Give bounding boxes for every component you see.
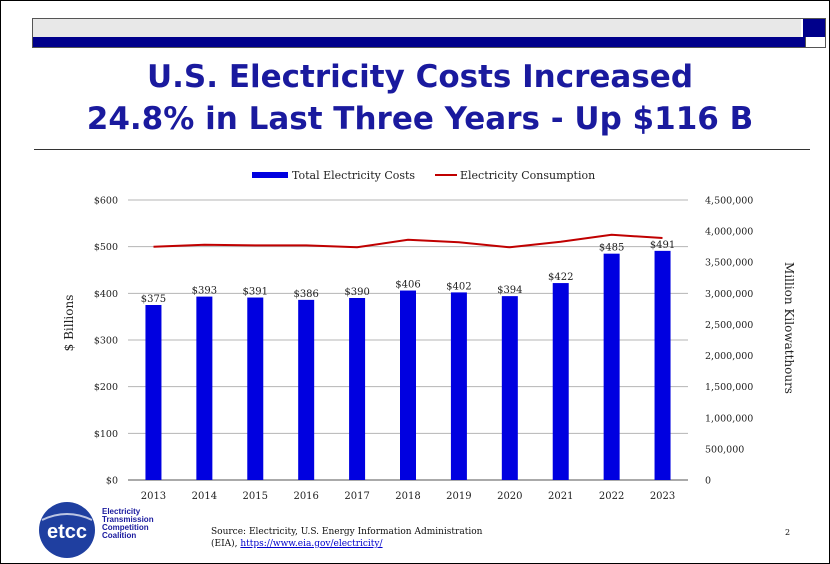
cost-bar-label: $402 — [446, 281, 471, 292]
x-tick-label: 2016 — [293, 491, 318, 500]
right-tick-label: 0 — [705, 476, 711, 487]
x-tick-label: 2019 — [446, 491, 471, 500]
left-tick-label: $0 — [106, 476, 118, 487]
cost-bar-label: $393 — [192, 286, 217, 297]
logo-word: Coalition — [102, 531, 137, 540]
logo-text: etcc — [47, 521, 87, 543]
legend-label-consumption: Electricity Consumption — [460, 169, 595, 182]
cost-bar — [450, 292, 467, 480]
right-tick-label: 3,000,000 — [705, 289, 753, 300]
cost-bar-label: $406 — [395, 280, 420, 291]
source-citation: Source: Electricity, U.S. Energy Informa… — [211, 526, 482, 550]
logo-arc — [41, 513, 93, 521]
header-band-gray — [33, 19, 801, 37]
cost-bar — [603, 253, 620, 480]
x-tick-label: 2023 — [650, 491, 675, 500]
logo-word: Competition — [102, 523, 149, 532]
logo-word: Electricity — [102, 507, 141, 516]
legend-swatch-costs — [252, 172, 288, 178]
cost-bar-labels: $375 $393 $391 $386 $390 $406 $402 $394 $422 $485… — [141, 240, 676, 305]
header-corner-square — [803, 19, 825, 37]
consumption-line — [153, 233, 663, 249]
left-axis-ticks: $0 $100 $200 $300 $400 $500 $600 — [94, 196, 118, 487]
x-tick-label: 2014 — [192, 491, 217, 500]
x-tick-label: 2015 — [243, 491, 268, 500]
slide-title: U.S. Electricity Costs Increased 24.8% i… — [40, 56, 800, 140]
title-divider — [34, 149, 810, 150]
slide-title-line2: 24.8% in Last Three Years - Up $116 B — [86, 101, 754, 137]
x-tick-label: 2020 — [497, 491, 522, 500]
right-tick-label: 500,000 — [705, 444, 744, 455]
cost-bar-label: $491 — [650, 240, 675, 251]
right-tick-label: 4,500,000 — [705, 196, 753, 207]
x-tick-label: 2018 — [395, 491, 420, 500]
left-tick-label: $500 — [94, 242, 118, 253]
chart-legend: Total Electricity Costs Electricity Cons… — [252, 169, 595, 182]
cost-bar — [654, 250, 671, 480]
cost-bar — [349, 298, 366, 480]
source-line1: Source: Electricity, U.S. Energy Informa… — [211, 527, 483, 537]
x-tick-label: 2013 — [141, 491, 166, 500]
header-band — [32, 18, 826, 48]
logo-word: Transmission — [102, 515, 154, 524]
cost-bar — [247, 297, 264, 480]
x-tick-label: 2017 — [344, 491, 369, 500]
x-tick-label: 2022 — [599, 491, 624, 500]
cost-bar-label: $485 — [599, 243, 624, 254]
right-tick-label: 2,500,000 — [705, 320, 753, 331]
source-link[interactable]: https://www.eia.gov/electricity/ — [240, 539, 383, 549]
right-axis-title: Million Kilowatthours — [782, 262, 796, 394]
left-axis-title: $ Billions — [62, 295, 76, 352]
cost-bar — [552, 283, 569, 480]
right-tick-label: 1,500,000 — [705, 382, 753, 393]
slide-title-line1: U.S. Electricity Costs Increased — [146, 59, 694, 95]
cost-bar — [298, 299, 315, 480]
left-tick-label: $200 — [94, 382, 118, 393]
cost-bar — [501, 296, 518, 480]
left-tick-label: $400 — [94, 289, 118, 300]
right-tick-label: 3,500,000 — [705, 258, 753, 269]
cost-bar-label: $386 — [293, 289, 318, 300]
x-tick-label: 2021 — [548, 491, 573, 500]
logo-wordmark: Electricity Transmission Competition Coa… — [102, 508, 154, 540]
header-band-navy — [33, 37, 805, 47]
left-tick-label: $600 — [94, 196, 118, 207]
right-tick-label: 2,000,000 — [705, 351, 753, 362]
left-tick-label: $100 — [94, 429, 118, 440]
header-corner-square-white — [805, 37, 825, 47]
right-tick-label: 4,000,000 — [705, 227, 753, 238]
left-tick-label: $300 — [94, 336, 118, 347]
cost-bar — [400, 290, 416, 480]
combo-chart: Total Electricity Costs Electricity Cons… — [62, 169, 796, 500]
source-line2: (EIA), https://www.eia.gov/electricity/ — [211, 538, 482, 550]
cost-bar-label: $394 — [497, 285, 522, 296]
cost-bar — [196, 296, 213, 480]
source-line2-prefix: (EIA), — [211, 539, 241, 549]
x-axis-labels: 2013 2014 2015 2016 2017 2018 2019 2020 2021 2022… — [141, 491, 676, 500]
page-number: 2 — [785, 528, 791, 537]
right-tick-label: 1,000,000 — [705, 413, 753, 424]
cost-bars — [145, 250, 671, 480]
cost-bar — [145, 305, 162, 480]
cost-bar-label: $391 — [243, 287, 268, 298]
cost-bar-label: $375 — [141, 294, 166, 305]
cost-bar-label: $390 — [344, 287, 369, 298]
cost-bar-label: $422 — [548, 272, 573, 283]
right-axis-ticks: 0 500,000 1,000,000 1,500,000 2,000,000 2,500… — [705, 196, 753, 487]
legend-label-costs: Total Electricity Costs — [292, 169, 415, 182]
etcc-logo: etcc — [39, 502, 95, 558]
